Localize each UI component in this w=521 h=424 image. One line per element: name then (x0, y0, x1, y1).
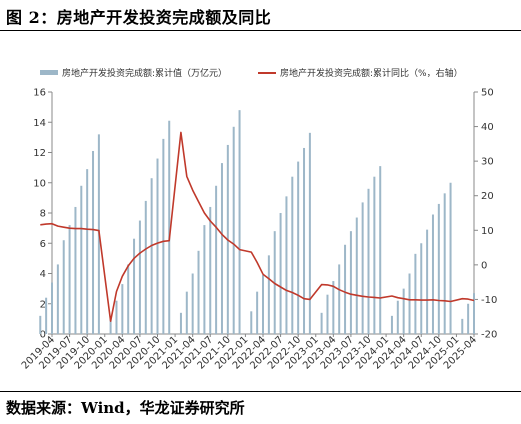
bar (156, 158, 159, 334)
bar (150, 178, 153, 334)
left-tick-label: 14 (33, 118, 46, 129)
bar (215, 185, 218, 334)
bar (209, 206, 212, 334)
figure-title: 图 2：房地产开发投资完成额及同比 (6, 8, 272, 27)
left-tick-label: 16 (33, 88, 46, 99)
legend-line: 房地产开发投资完成额:累计同比（%，右轴） (258, 66, 463, 79)
bar (74, 206, 77, 334)
legend-bar-label: 房地产开发投资完成额:累计值（万亿元） (62, 69, 228, 79)
bar (420, 243, 423, 334)
bar (168, 120, 171, 334)
bar (361, 202, 364, 334)
bar (367, 188, 370, 334)
left-tick-label: 8 (40, 209, 46, 220)
right-tick-label: -20 (481, 330, 497, 341)
right-tick-label: 20 (481, 191, 494, 202)
right-tick-label: 40 (481, 122, 494, 133)
bar (121, 284, 124, 334)
bar (256, 291, 259, 334)
legend-bar: 房地产开发投资完成额:累计值（万亿元） (40, 66, 227, 79)
left-tick-label: 6 (40, 239, 46, 250)
bar (402, 288, 405, 334)
bar (250, 311, 253, 334)
bar (62, 240, 65, 334)
bar (232, 126, 235, 334)
bar (179, 312, 182, 334)
bar (303, 147, 306, 334)
bar (344, 244, 347, 334)
bar (320, 312, 323, 334)
left-tick-label: 2 (40, 299, 46, 310)
bar (308, 132, 311, 334)
bar (338, 264, 341, 334)
bar (39, 315, 42, 334)
bar (51, 282, 53, 334)
bar (408, 273, 411, 334)
line-series (40, 131, 475, 323)
bar (449, 182, 452, 334)
left-tick-label: 10 (33, 178, 46, 189)
bar (86, 169, 89, 334)
bar (326, 294, 329, 334)
left-tick-label: 4 (40, 269, 46, 280)
bar (115, 300, 118, 334)
bar (185, 291, 188, 334)
bar (431, 214, 434, 334)
bar (133, 238, 136, 334)
bar (238, 110, 241, 335)
bar (144, 200, 147, 334)
bar (162, 138, 165, 334)
bar (68, 225, 71, 334)
bar (396, 300, 399, 334)
bar (80, 185, 83, 334)
bar (437, 203, 440, 334)
legend-line-label: 房地产开发投资完成额:累计同比（%，右轴） (280, 69, 463, 79)
bar (379, 166, 382, 334)
left-tick-label: 12 (33, 148, 46, 159)
bar (262, 275, 264, 334)
bar (467, 303, 470, 334)
bar (291, 176, 294, 334)
bar (473, 293, 475, 334)
bar (373, 176, 376, 334)
right-tick-label: 0 (481, 260, 487, 271)
legend-bar-swatch (40, 70, 58, 75)
bar (297, 161, 300, 334)
bar (332, 281, 335, 334)
title-rule (0, 30, 521, 31)
bar (390, 315, 393, 334)
bar (138, 220, 141, 334)
right-tick-label: 10 (481, 226, 494, 237)
bar (355, 217, 358, 334)
source-rule (0, 391, 521, 392)
bar (220, 163, 223, 334)
bar (267, 255, 270, 334)
legend-line-swatch (258, 71, 276, 74)
bar (127, 264, 130, 334)
bar (56, 264, 59, 334)
bar (203, 225, 206, 334)
right-tick-label: 30 (481, 157, 494, 168)
bar (414, 253, 417, 334)
bar (426, 229, 429, 334)
bar (197, 250, 200, 334)
bar (279, 213, 282, 334)
bar (443, 193, 446, 334)
right-tick-label: -10 (481, 295, 497, 306)
right-tick-label: 50 (481, 88, 494, 99)
bar (191, 273, 194, 334)
bar (285, 196, 288, 334)
bar (461, 318, 464, 334)
source-note: 数据来源：Wind，华龙证券研究所 (6, 399, 245, 417)
bar (349, 231, 352, 334)
bar (109, 318, 112, 334)
left-tick-label: 0 (40, 330, 46, 341)
bar (45, 297, 48, 334)
bar (92, 150, 95, 334)
